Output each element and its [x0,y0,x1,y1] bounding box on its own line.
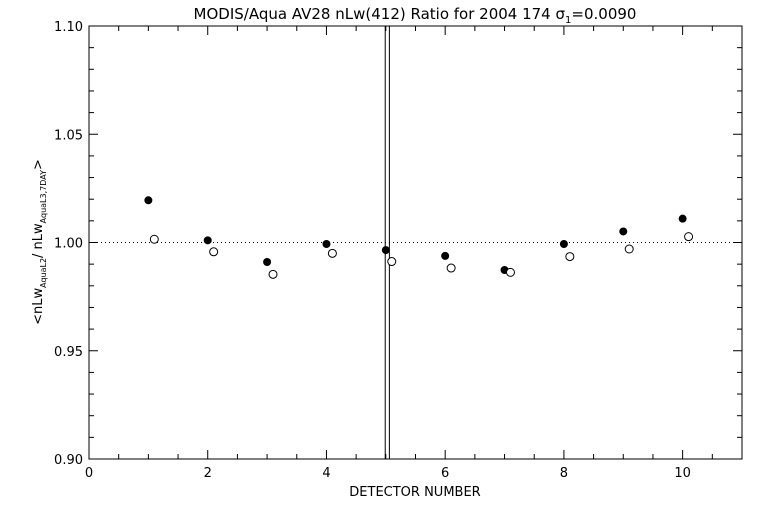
title-sigma-subscript: 1 [565,15,571,26]
open-data-point [268,269,278,279]
x-tick-label: 4 [322,466,330,481]
filled-data-point [144,196,153,205]
open-data-point [149,234,159,244]
x-axis-label: DETECTOR NUMBER [349,485,480,500]
filled-data-point [203,236,212,245]
plot-area [88,25,743,460]
open-data-point [565,252,575,262]
open-data-point [387,257,397,267]
ylabel-sub1: AquaL2 [39,258,48,288]
filled-data-point [559,240,568,249]
chart-title: MODIS/Aqua AV28 nLw(412) Ratio for 2004 … [194,5,637,26]
filled-data-point [678,214,687,223]
open-data-point [327,248,337,258]
data-points [144,196,694,279]
x-tick-label: 10 [674,466,691,481]
x-tick-label: 8 [560,466,568,481]
open-data-point [505,267,515,277]
x-tick-label: 0 [85,466,93,481]
y-tick-label: 1.05 [54,128,83,143]
filled-data-point [322,240,331,249]
ylabel-open: <nLw [31,288,46,325]
filled-data-point [263,257,272,266]
open-data-point [446,263,456,273]
ylabel-close: > [31,159,46,170]
open-data-point [684,232,694,242]
title-sigma: σ [556,5,566,23]
y-tick-label: 0.90 [54,453,83,468]
y-tick-label: 1.10 [54,20,83,35]
plot-frame [88,25,743,460]
y-axis: 0.90 0.95 1.00 1.05 1.10 [54,20,742,468]
title-value: =0.0090 [571,5,636,23]
y-tick-label: 1.00 [54,237,83,252]
x-tick-label: 6 [441,466,449,481]
filled-data-point [441,251,450,260]
open-data-point [209,247,219,257]
title-main: MODIS/Aqua AV28 nLw(412) Ratio for 2004 … [194,5,556,23]
y-tick-label: 0.95 [54,345,83,360]
ylabel-slash: / nLw [31,223,46,258]
x-axis: 0 2 4 6 8 10 [85,26,743,481]
y-axis-label: <nLwAquaL2/ nLwAquaL3,7DAY> [31,159,48,325]
reference-lines [89,26,742,459]
filled-data-point [619,227,628,236]
filled-data-point [381,246,390,255]
open-data-point [624,244,634,254]
ylabel-sub2: AquaL3,7DAY [39,170,48,223]
x-tick-label: 2 [204,466,212,481]
